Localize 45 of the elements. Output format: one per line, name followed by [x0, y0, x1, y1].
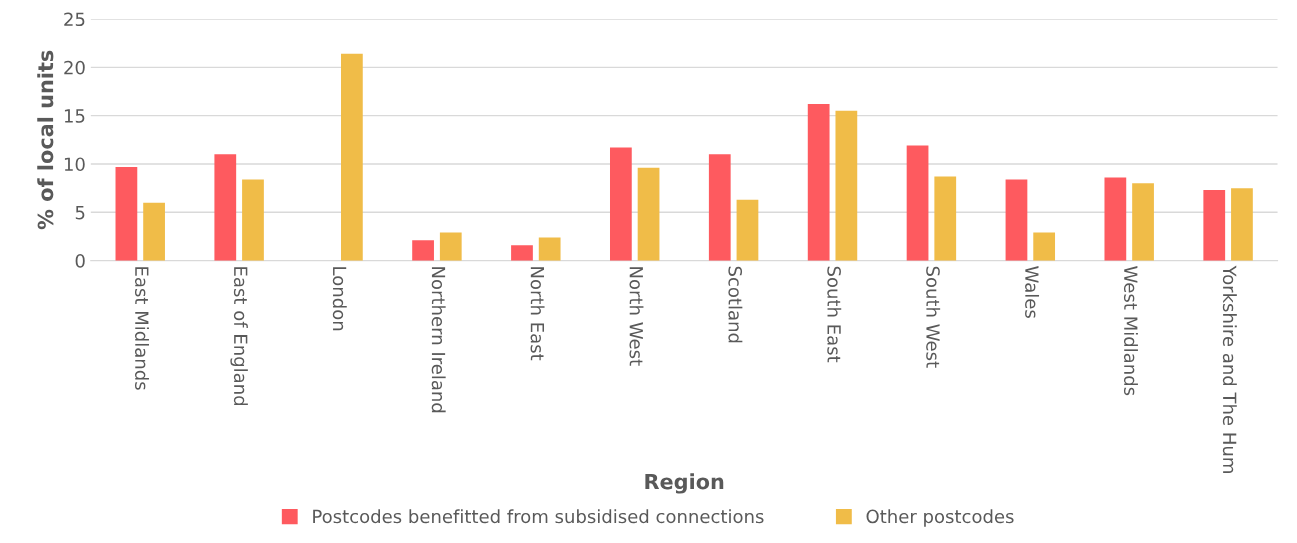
bar: [439, 232, 462, 261]
bar: [242, 179, 264, 261]
bar: [412, 240, 434, 261]
bar: [115, 166, 138, 261]
bar: [934, 176, 957, 261]
x-tick-label: North West: [629, 267, 644, 366]
bar: [708, 154, 731, 261]
y-tick-label: 5: [75, 206, 85, 220]
y-tick-label: 25: [64, 12, 85, 27]
x-tick-label: West Midlands: [1123, 266, 1138, 396]
y-axis-title: % of local units: [37, 50, 54, 230]
bar: [1231, 188, 1253, 261]
legend-label: Other postcodes: [866, 509, 1014, 527]
bar: [906, 145, 929, 261]
bar: [143, 202, 165, 261]
bar: [511, 245, 533, 261]
x-tick-label: South East: [827, 266, 842, 363]
x-tick-label: London: [332, 267, 347, 331]
y-tick-label: 15: [64, 109, 85, 123]
bar: [637, 167, 660, 261]
x-tick-label: Wales: [1025, 266, 1040, 318]
bar: [807, 104, 830, 261]
x-axis-title: Region: [645, 473, 724, 494]
x-tick-label: Yorkshire and The Hum: [1222, 265, 1237, 473]
bar: [1203, 190, 1226, 261]
bar: [1104, 177, 1127, 261]
bar: [341, 53, 363, 261]
x-tick-label: East of England: [230, 267, 248, 405]
bar: [610, 147, 632, 261]
bar: [835, 110, 858, 261]
x-tick-label: Scotland: [728, 266, 743, 343]
x-tick-label: South West: [926, 266, 941, 368]
bar: [214, 154, 237, 261]
bar: [1033, 232, 1056, 261]
x-tick-label: East Midlands: [135, 267, 149, 390]
y-tick-label: 0: [75, 254, 85, 268]
legend-label: Postcodes benefitted from subsidised connections: [313, 509, 764, 524]
y-tick-label: 10: [64, 157, 85, 172]
bar: [1005, 179, 1028, 261]
x-tick-label: Northern Ireland: [431, 267, 446, 413]
x-tick-label: North East: [530, 267, 545, 361]
bar: [736, 199, 759, 261]
bar: [538, 237, 561, 261]
y-tick-label: 20: [64, 60, 85, 75]
bar: [1132, 183, 1154, 261]
